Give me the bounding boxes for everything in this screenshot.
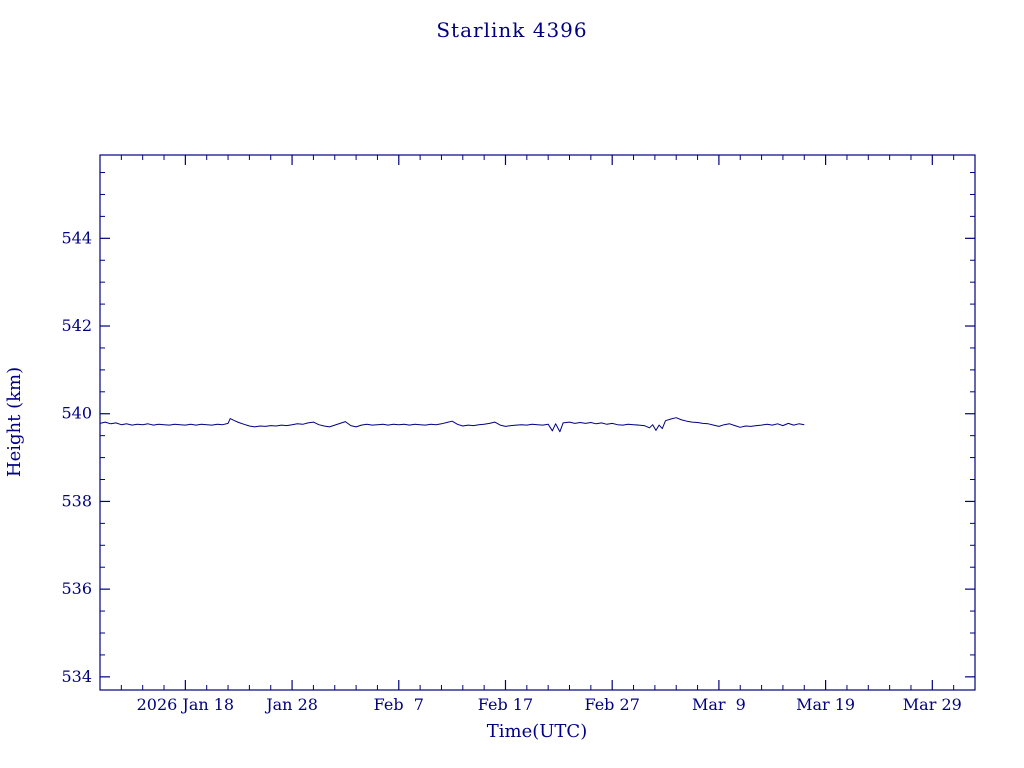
x-tick-label: Feb 7 [374, 695, 424, 714]
x-axis-label: Time(UTC) [487, 721, 587, 742]
chart-title: Starlink 4396 [436, 18, 587, 42]
x-tick-label: Feb 17 [478, 695, 533, 714]
y-tick-label: 536 [61, 579, 92, 598]
x-tick-label: Jan 28 [264, 695, 318, 714]
x-tick-label: Feb 27 [584, 695, 639, 714]
x-tick-label: 2026 Jan 18 [137, 695, 235, 714]
y-axis-label: Height (km) [4, 367, 25, 477]
plot-frame [99, 154, 976, 691]
x-tick-label: Mar 9 [692, 695, 746, 714]
y-tick-label: 542 [61, 316, 92, 335]
y-tick-label: 540 [61, 404, 92, 423]
height-series-line [99, 417, 805, 433]
x-tick-label: Mar 29 [903, 695, 962, 714]
y-tick-label: 538 [61, 491, 92, 510]
x-tick-label: Mar 19 [796, 695, 855, 714]
plot-area: 534 536 538 540 542 544 2026 Jan 18 Jan 28 Feb 7… [61, 154, 976, 714]
y-tick-label: 544 [61, 228, 92, 247]
y-tick-label: 534 [61, 667, 92, 686]
